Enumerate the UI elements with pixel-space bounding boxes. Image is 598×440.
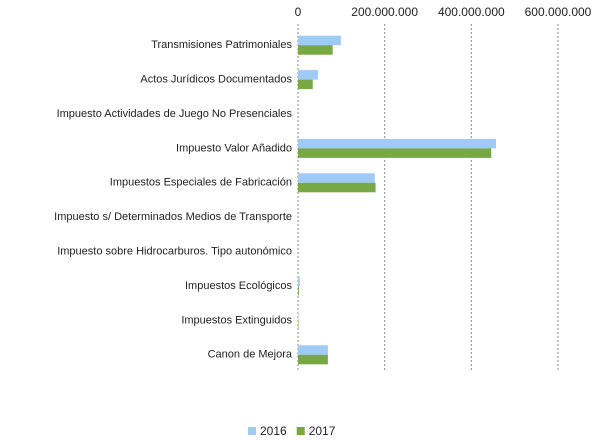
bar [298,182,376,193]
x-tick-label: 400.000.000 [438,5,505,19]
bar [298,173,375,183]
bar [298,286,299,296]
legend-swatch [248,427,256,435]
bar [298,138,497,149]
bar [298,276,300,286]
bar [298,70,318,80]
bar [298,79,313,90]
y-tick-label: Transmisiones Patrimoniales [151,39,292,51]
y-tick-label: Canon de Mejora [208,349,293,361]
legend-label: 2016 [260,424,287,438]
y-tick-label: Impuesto Valor Añadido [176,142,292,154]
y-tick-label: Impuesto sobre Hidrocarburos. Tipo auton… [57,246,292,258]
x-tick-label: 600.000.000 [525,5,592,19]
y-tick-label: Impuestos Ecológicos [185,280,292,292]
bar [298,35,341,46]
bar [298,354,328,365]
y-tick-label: Impuesto Actividades de Juego No Presenc… [57,108,293,120]
legend-swatch [296,427,305,435]
bar [298,345,328,355]
y-tick-label: Impuesto s/ Determinados Medios de Trans… [54,211,292,223]
y-tick-label: Impuestos Especiales de Fabricación [110,177,292,189]
legend-label: 2017 [309,424,336,438]
x-tick-label: 0 [295,5,302,19]
y-tick-label: Actos Jurídicos Documentados [140,74,292,86]
y-tick-label: Impuestos Extinguidos [181,314,292,326]
x-tick-label: 200.000.000 [351,5,418,19]
bar [298,148,492,158]
bar [298,45,333,55]
